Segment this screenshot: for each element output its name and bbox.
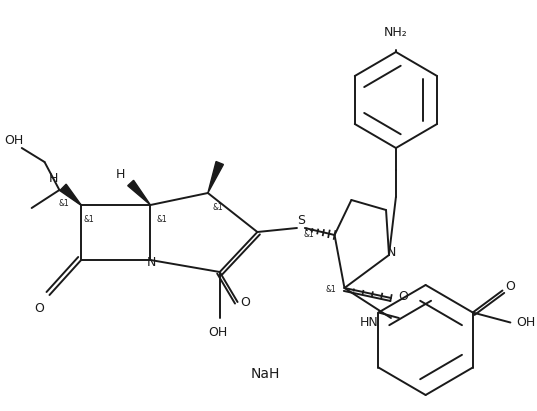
Text: H: H — [116, 169, 126, 182]
Polygon shape — [128, 180, 150, 205]
Polygon shape — [61, 184, 81, 205]
Text: &1: &1 — [84, 215, 95, 224]
Text: O: O — [241, 296, 250, 309]
Text: H: H — [49, 173, 58, 185]
Text: OH: OH — [517, 316, 536, 329]
Text: &1: &1 — [303, 229, 314, 238]
Text: &1: &1 — [157, 215, 168, 224]
Text: O: O — [35, 302, 45, 314]
Text: HN: HN — [360, 316, 379, 328]
Text: &1: &1 — [325, 286, 336, 295]
Text: N: N — [147, 256, 156, 268]
Text: O: O — [505, 280, 516, 293]
Text: OH: OH — [208, 326, 227, 339]
Text: OH: OH — [4, 134, 24, 146]
Polygon shape — [208, 162, 223, 193]
Text: NaH: NaH — [251, 367, 280, 381]
Text: S: S — [297, 213, 305, 226]
Text: &1: &1 — [213, 203, 223, 212]
Text: NH₂: NH₂ — [384, 25, 408, 39]
Text: N: N — [386, 247, 396, 259]
Text: O: O — [398, 289, 408, 302]
Text: &1: &1 — [59, 199, 70, 208]
